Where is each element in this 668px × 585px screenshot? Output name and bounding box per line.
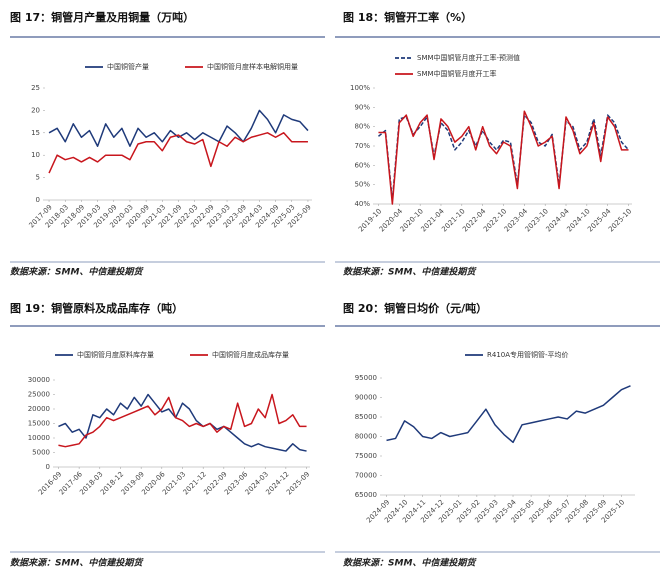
- y-tick-label: 75000: [355, 452, 377, 460]
- y-tick-label: 25000: [28, 391, 50, 399]
- legend-label: 中国铜管产量: [107, 62, 149, 71]
- legend-label: 中国铜管月度成品库存量: [212, 350, 289, 359]
- source-note: 数据来源：SMM、中信建投期货: [343, 558, 477, 569]
- y-tick-label: 90%: [354, 103, 370, 111]
- data-line: [58, 393, 307, 452]
- y-tick-label: 30000: [28, 376, 50, 384]
- y-tick-label: 65000: [355, 491, 377, 499]
- data-line: [378, 110, 629, 205]
- y-tick-label: 15000: [28, 420, 50, 428]
- y-tick-label: 25: [31, 84, 40, 92]
- y-tick-label: 0: [46, 463, 50, 471]
- legend-label: SMM中国铜管月度开工率: [417, 69, 497, 78]
- y-tick-label: 10000: [28, 434, 50, 442]
- legend-label: 中国铜管月度原料库存量: [77, 350, 154, 359]
- y-tick-label: 40%: [354, 200, 370, 208]
- legend-label: R410A专用管铜管-平均价: [487, 350, 569, 359]
- source-note: 数据来源：SMM、中信建投期货: [10, 267, 144, 278]
- chart-title: 图 18：铜管开工率（%）: [343, 10, 472, 24]
- y-tick-label: 95000: [355, 374, 377, 382]
- chart-title: 图 19：铜管原料及成品库存（吨）: [10, 301, 183, 315]
- data-line: [48, 109, 309, 147]
- y-tick-label: 70000: [355, 472, 377, 480]
- legend-label: SMM中国铜管月度开工率-预测值: [417, 53, 520, 62]
- y-tick-label: 5: [36, 174, 40, 182]
- data-line: [48, 132, 308, 174]
- source-note: 数据来源：SMM、中信建投期货: [343, 267, 477, 278]
- y-tick-label: 85000: [355, 413, 377, 421]
- legend-label: 中国铜管月度样本电解铜用量: [207, 62, 298, 71]
- y-tick-label: 5000: [32, 449, 50, 457]
- y-tick-label: 10: [31, 151, 40, 159]
- y-tick-label: 100%: [350, 84, 370, 92]
- y-tick-label: 0: [36, 196, 40, 204]
- chart-title: 图 17：铜管月产量及用铜量（万吨）: [10, 10, 194, 24]
- chart-title: 图 20：铜管日均价（元/吨）: [343, 301, 487, 315]
- y-tick-label: 60%: [354, 161, 370, 169]
- y-tick-label: 80000: [355, 433, 377, 441]
- data-line: [58, 393, 307, 448]
- y-tick-label: 80%: [354, 123, 370, 131]
- source-note: 数据来源：SMM、中信建投期货: [10, 558, 144, 569]
- data-line: [386, 385, 631, 444]
- y-tick-label: 50%: [354, 181, 370, 189]
- y-tick-label: 20: [31, 106, 40, 114]
- y-tick-label: 90000: [355, 394, 377, 402]
- y-tick-label: 70%: [354, 142, 370, 150]
- y-tick-label: 20000: [28, 405, 50, 413]
- y-tick-label: 15: [31, 129, 40, 137]
